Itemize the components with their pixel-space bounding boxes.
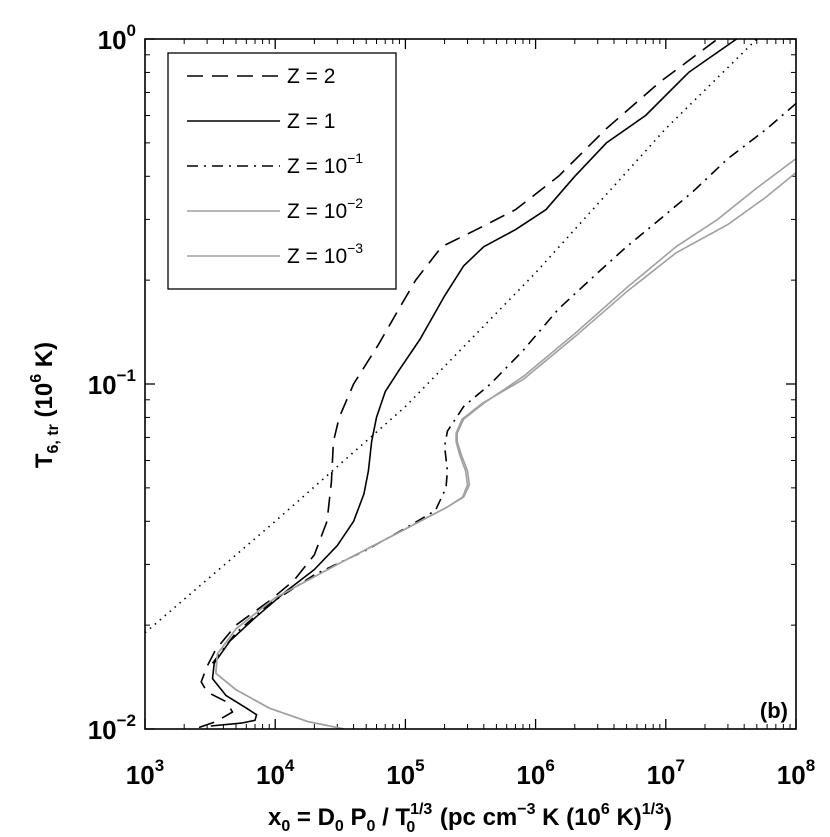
legend-label: Z = 10−1 xyxy=(287,150,363,178)
y-tick-labels: 10−2 10−1 100 xyxy=(88,21,136,745)
y-tick-label: 10−1 xyxy=(88,366,136,400)
y-tick-label: 10−2 xyxy=(88,711,136,745)
panel-label: (b) xyxy=(760,698,788,723)
plot-frame xyxy=(144,38,797,730)
legend-items: Z = 2 Z = 1 Z = 10−1 Z = 10−2 Z = 10−3 xyxy=(187,65,363,268)
x-tick-label: 106 xyxy=(516,756,554,790)
x-tick-label: 107 xyxy=(647,756,685,790)
series-layer xyxy=(145,39,796,729)
series-line-4 xyxy=(215,171,796,729)
legend-label: Z = 2 xyxy=(287,65,335,88)
series-line-0 xyxy=(198,39,719,729)
x-tick-label: 105 xyxy=(386,756,424,790)
y-axis-label: T6, tr (106 K) xyxy=(28,342,62,468)
x-axis-label: x0 = D0 P0 / T1/3 0 (pc cm−3 K (106 K)1/3… xyxy=(268,801,672,836)
legend-label: Z = 1 xyxy=(287,110,335,133)
series-line-1 xyxy=(210,39,738,727)
x-tick-label: 103 xyxy=(126,756,164,790)
series-line-2 xyxy=(211,102,796,664)
minor-ticks xyxy=(145,39,796,729)
legend-box xyxy=(167,52,397,290)
x-tick-labels: 103 104 105 106 107 108 xyxy=(126,756,815,790)
legend: Z = 2 Z = 1 Z = 10−1 Z = 10−2 Z = 10−3 xyxy=(167,52,397,290)
y-tick-label: 100 xyxy=(98,21,136,55)
x-tick-label: 104 xyxy=(256,756,295,790)
x-tick-label: 108 xyxy=(777,756,815,790)
legend-label: Z = 10−2 xyxy=(287,195,363,223)
legend-label: Z = 10−3 xyxy=(287,240,363,268)
